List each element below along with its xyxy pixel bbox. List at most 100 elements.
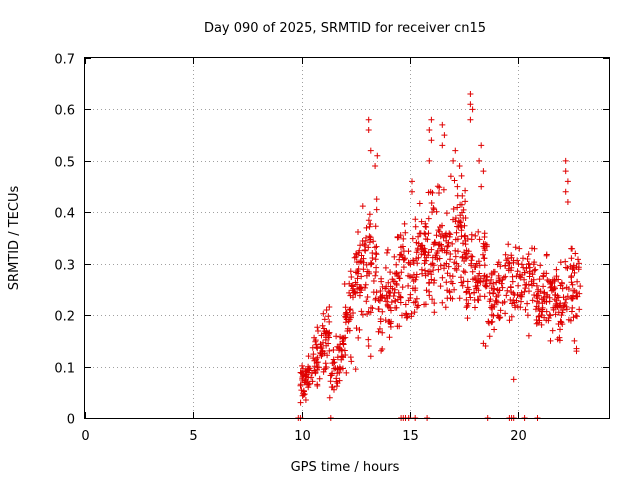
data-point [377,318,384,325]
data-point [333,333,340,340]
data-point [549,327,556,334]
data-point [396,275,403,282]
data-point [521,288,528,295]
data-point [393,282,400,288]
data-point [557,259,564,266]
data-point [326,330,332,337]
data-point [358,252,365,259]
data-point [415,254,422,261]
data-point [428,137,435,144]
data-point [431,239,438,246]
data-point [363,298,370,305]
data-point [342,352,349,358]
data-point [459,253,466,260]
data-point [353,250,359,257]
data-point [568,294,575,301]
data-point [407,261,414,268]
data-point [377,288,384,294]
data-point [486,320,492,327]
data-point [554,302,561,309]
y-tick-label: 0.5 [54,156,75,171]
data-point [418,266,425,273]
data-point [346,307,353,313]
data-point [454,236,461,243]
data-point [451,259,458,266]
data-point [390,278,397,285]
y-tick-label: 0.4 [54,207,75,222]
data-point [435,227,442,234]
data-point [524,256,531,262]
data-point [347,268,354,275]
data-point [355,229,361,235]
data-point [412,216,419,223]
data-point [359,203,366,210]
data-point [455,263,462,270]
data-point [434,256,441,263]
data-point [502,273,509,280]
data-point [363,261,370,268]
data-point [540,270,547,277]
data-point [543,317,550,324]
data-point [343,369,350,376]
data-point [393,261,400,268]
data-point [504,287,511,294]
data-point [305,384,312,391]
data-point [413,239,420,246]
data-point [426,127,433,133]
data-point [323,364,330,370]
data-point [356,292,363,299]
data-point [392,297,399,304]
data-point [477,293,483,300]
data-point [539,300,546,307]
data-point [455,248,461,255]
data-point [401,220,408,227]
data-point [462,198,469,205]
data-point [568,245,575,252]
data-point [526,288,532,295]
data-point [558,319,565,326]
data-point [436,190,442,196]
data-point [452,247,459,254]
data-point [372,272,379,279]
data-point [441,132,448,139]
data-point [502,251,509,258]
data-point [358,308,365,315]
data-point [367,221,374,227]
data-point [518,298,524,305]
data-point [568,308,575,315]
data-point [421,260,428,267]
data-point [375,306,382,313]
data-point [425,230,432,237]
data-point [324,352,331,359]
data-point [464,284,471,291]
data-point [439,299,446,306]
data-point [437,224,443,230]
data-point [445,242,451,249]
data-point [375,328,382,335]
y-tick-label: 0.2 [54,310,75,325]
data-point [450,206,457,212]
data-point [470,276,476,283]
data-point [367,147,374,154]
data-point [494,299,501,306]
y-tick-label: 0.6 [54,104,75,119]
data-point [359,311,366,318]
data-point [537,262,544,269]
data-point [322,360,329,367]
data-point [356,326,363,333]
data-point [569,266,576,273]
data-point [463,296,470,303]
data-point [359,238,366,244]
data-point [370,238,377,245]
data-point [314,366,321,373]
data-point [430,206,437,213]
data-point [453,229,460,236]
y-tick-label: 0.3 [54,259,75,274]
data-point [568,279,575,286]
data-point [363,224,370,231]
data-point [544,291,551,298]
data-point [357,284,364,291]
data-point [382,285,389,292]
data-point [373,243,380,250]
data-point [352,279,359,286]
